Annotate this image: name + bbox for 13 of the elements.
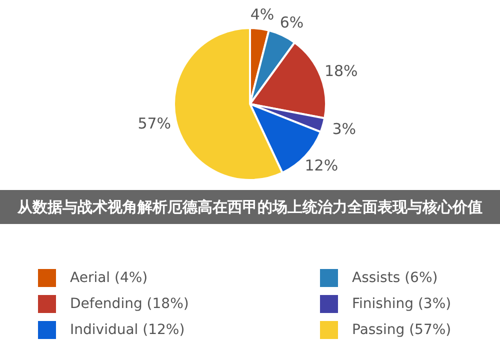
legend-label: Passing (57%) bbox=[352, 322, 452, 338]
legend-label: Defending (18%) bbox=[70, 296, 189, 312]
legend-label: Assists (6%) bbox=[352, 270, 438, 286]
text: 从数据与战术视角解析厄德高在西甲的场上统治力全面表现与核心价值 bbox=[16, 198, 482, 216]
data-label: 4% bbox=[250, 6, 274, 24]
data-label: 6% bbox=[280, 14, 304, 32]
legend-label: Aerial (4%) bbox=[70, 270, 148, 286]
data-label: 57% bbox=[138, 114, 172, 133]
data-label: 18% bbox=[324, 62, 358, 80]
data-label: 12% bbox=[304, 156, 338, 175]
data-label: 3% bbox=[332, 120, 356, 138]
legend-label: Finishing (3%) bbox=[352, 296, 452, 312]
legend-label: Individual (12%) bbox=[70, 322, 185, 338]
